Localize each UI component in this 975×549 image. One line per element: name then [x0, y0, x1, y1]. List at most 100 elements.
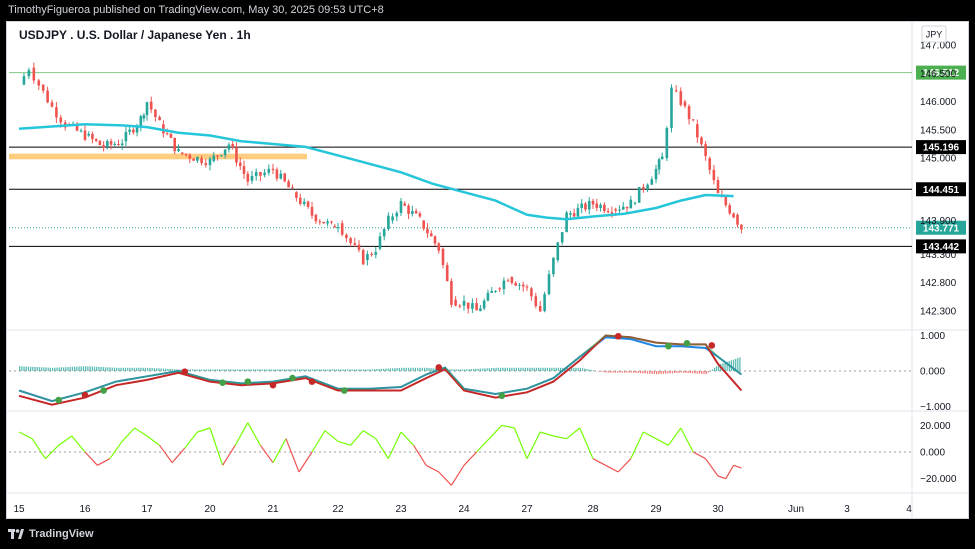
histogram-bar [290, 369, 292, 371]
histogram-bar [205, 369, 207, 371]
histogram-bar [577, 367, 579, 371]
histogram-bar [156, 368, 158, 371]
candle-body [618, 209, 621, 211]
histogram-bar [111, 367, 113, 371]
candle-body [565, 212, 568, 233]
tradingview-logo[interactable]: TradingView [8, 521, 94, 547]
candle-body [502, 280, 506, 290]
candle-body [547, 274, 551, 295]
time-tick-label: 22 [332, 504, 344, 515]
candle-body [113, 143, 117, 145]
histogram-bar [607, 371, 610, 373]
candle-body [679, 91, 683, 105]
candle-body [139, 116, 143, 126]
price-tick-label: 145.000 [920, 154, 957, 165]
candle-body [32, 67, 36, 81]
momentum-tick-label: 0.000 [920, 448, 945, 459]
histogram-bar [74, 366, 76, 371]
candle-body [378, 236, 382, 249]
momentum-segment [159, 444, 173, 464]
candle-body [345, 234, 348, 239]
histogram-bar [533, 367, 535, 371]
histogram-bar [470, 369, 473, 371]
histogram-bar [665, 371, 667, 374]
candle-body [486, 292, 490, 301]
momentum-segment [605, 464, 619, 473]
histogram-bar [335, 369, 338, 371]
histogram-bar [349, 369, 351, 371]
histogram-bar [142, 367, 144, 371]
histogram-bar [412, 367, 414, 371]
histogram-bar [307, 369, 309, 371]
histogram-bar [410, 367, 412, 371]
time-tick-label: 3 [844, 504, 850, 515]
candle-body [683, 101, 687, 107]
histogram-bar [426, 367, 428, 371]
candle-body [220, 155, 223, 157]
histogram-bar [374, 369, 376, 371]
histogram-bar [692, 371, 694, 374]
histogram-bar [174, 369, 176, 371]
candle-body [37, 80, 41, 86]
candle-body [180, 152, 184, 154]
histogram-bar [376, 369, 378, 371]
momentum-segment [438, 471, 452, 486]
histogram-bar [389, 368, 392, 371]
histogram-bar [610, 371, 612, 373]
candle-body [333, 226, 337, 228]
histogram-bar [482, 368, 484, 371]
histogram-bar [599, 371, 601, 372]
histogram-bar [96, 366, 98, 371]
histogram-bar [707, 371, 709, 373]
crossover-marker [498, 392, 506, 400]
candle-body [534, 296, 538, 306]
last-price-label: 143.771 [923, 223, 960, 234]
candle-body [302, 201, 306, 204]
candle-body [227, 144, 231, 150]
histogram-bar [477, 368, 479, 371]
histogram-bar [515, 367, 518, 371]
histogram-bar [535, 367, 538, 371]
chart-frame[interactable]: 146.512 145.196 144.451 143.442 143.771 147.0… [6, 21, 969, 519]
histogram-bar [628, 371, 630, 373]
histogram-bar [268, 369, 270, 371]
time-tick-label: 17 [141, 504, 153, 515]
candle-body [560, 232, 564, 243]
candle-body [91, 133, 94, 140]
histogram-bar [303, 369, 305, 371]
momentum-segment [540, 431, 554, 437]
candle-body [387, 215, 390, 230]
histogram-bar [524, 367, 527, 371]
candle-body [614, 209, 617, 211]
histogram-bar [407, 367, 410, 371]
histogram-bar [21, 366, 23, 371]
histogram-bar [739, 357, 741, 371]
candle-body [518, 284, 521, 286]
histogram-bar [160, 368, 162, 371]
histogram-bar [56, 367, 58, 371]
candle-body [208, 158, 212, 166]
histogram-bar [38, 367, 41, 371]
candle-body [525, 286, 529, 288]
candle-body [506, 280, 510, 282]
candle-body [556, 242, 560, 261]
candle-body [149, 101, 153, 110]
candle-body [552, 257, 555, 275]
momentum-segment [733, 464, 742, 469]
candle-body [318, 221, 322, 223]
candle-body [22, 76, 26, 85]
candle-body [200, 158, 203, 164]
histogram-bar [234, 369, 237, 371]
candle-body [46, 90, 49, 103]
chart-canvas[interactable]: 146.512 145.196 144.451 143.442 143.771 147.0… [7, 22, 968, 518]
histogram-bar [367, 369, 369, 371]
candle-body [87, 133, 91, 136]
histogram-bar [488, 368, 491, 371]
momentum-segment [109, 440, 123, 460]
price-tick-label: 145.500 [920, 125, 957, 136]
histogram-bar [54, 367, 56, 371]
histogram-bar [522, 367, 524, 371]
histogram-bar [162, 368, 165, 371]
histogram-bar [49, 367, 52, 371]
histogram-bar [432, 368, 434, 371]
